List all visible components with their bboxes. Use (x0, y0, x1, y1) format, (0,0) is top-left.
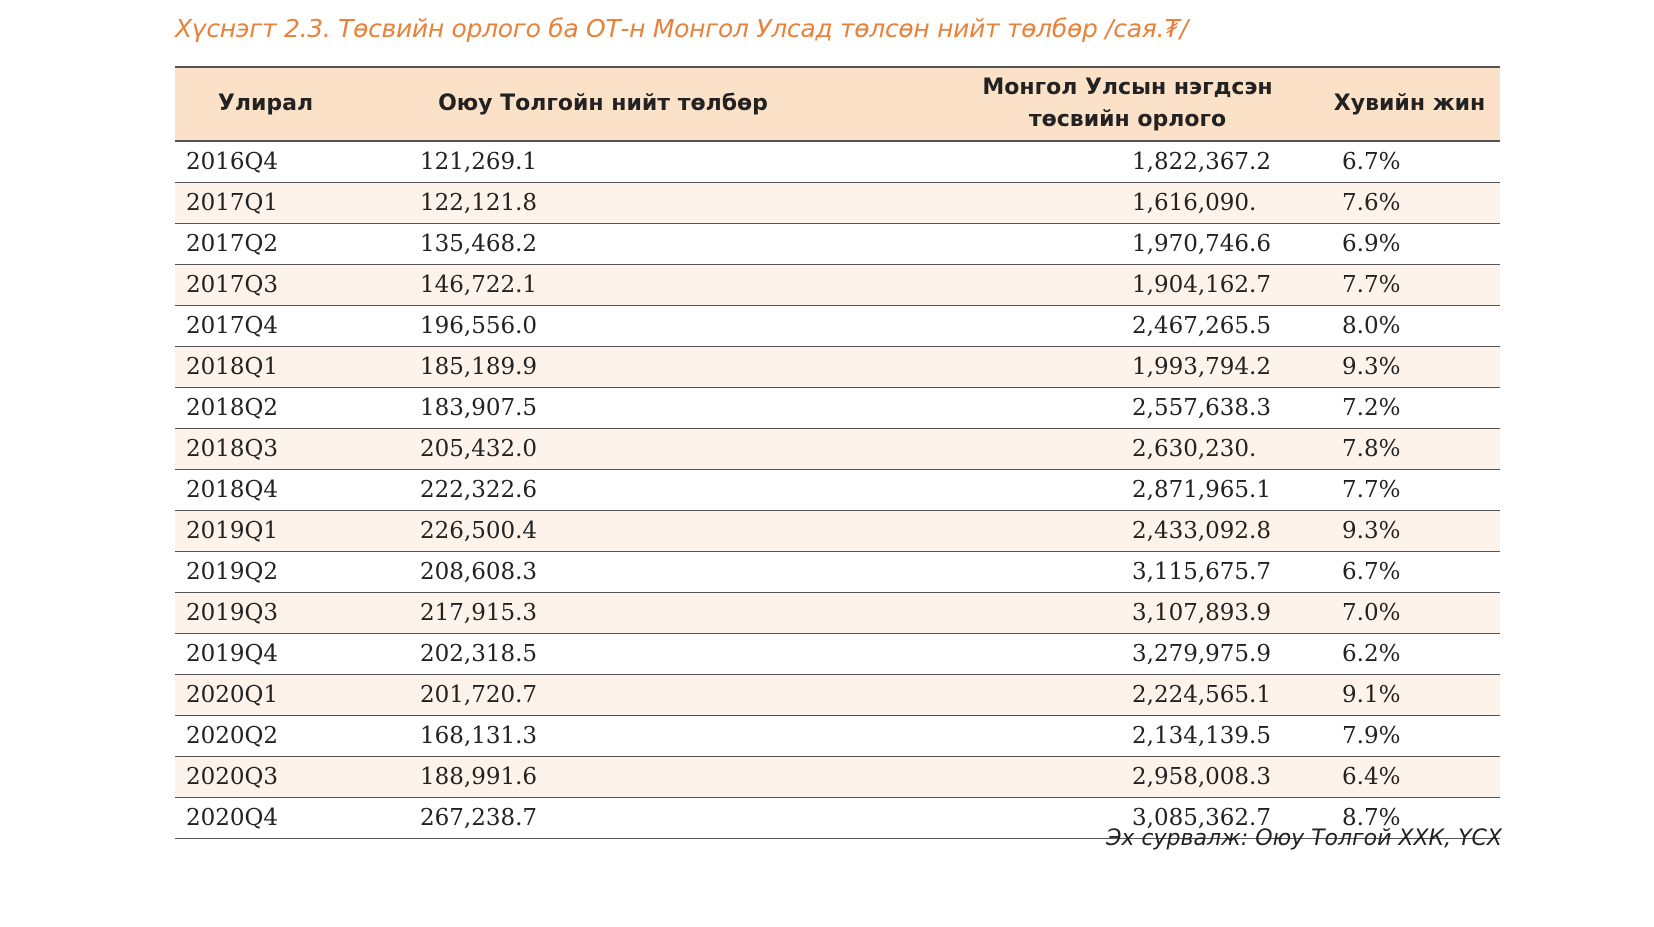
cell-share: 6.2% (1285, 633, 1500, 675)
table-row: 2019Q1 226,500.4 2,433,092.8 9.3% (175, 510, 1500, 552)
table-row: 2016Q4 121,269.1 1,822,367.2 6.7% (175, 141, 1500, 183)
cell-period: 2018Q2 (175, 387, 420, 429)
cell-ot-total: 201,720.7 (420, 674, 900, 716)
cell-budget-revenue: 1,904,162.7 (900, 264, 1285, 306)
cell-budget-revenue: 1,822,367.2 (900, 141, 1285, 183)
cell-share: 9.3% (1285, 346, 1500, 388)
cell-ot-total: 226,500.4 (420, 510, 900, 552)
cell-ot-total: 205,432.0 (420, 428, 900, 470)
cell-ot-total: 208,608.3 (420, 551, 900, 593)
table-row: 2018Q1 185,189.9 1,993,794.2 9.3% (175, 346, 1500, 388)
table-row: 2020Q2 168,131.3 2,134,139.5 7.9% (175, 715, 1500, 757)
cell-budget-revenue: 3,107,893.9 (900, 592, 1285, 634)
table-row: 2018Q2 183,907.5 2,557,638.3 7.2% (175, 387, 1500, 429)
cell-share: 7.8% (1285, 428, 1500, 470)
payments-table: Улирал Оюу Толгойн нийт төлбөр Монгол Ул… (175, 66, 1500, 839)
cell-share: 9.3% (1285, 510, 1500, 552)
table-row: 2020Q4 267,238.7 3,085,362.7 8.7% (175, 797, 1500, 839)
cell-ot-total: 183,907.5 (420, 387, 900, 429)
cell-budget-revenue: 3,085,362.7 (900, 797, 1285, 839)
table-row: 2017Q3 146,722.1 1,904,162.7 7.7% (175, 264, 1500, 306)
cell-ot-total: 188,991.6 (420, 756, 900, 798)
cell-ot-total: 185,189.9 (420, 346, 900, 388)
cell-budget-revenue: 1,970,746.6 (900, 223, 1285, 265)
header-ot-total: Оюу Толгойн нийт төлбөр (420, 66, 900, 142)
cell-ot-total: 202,318.5 (420, 633, 900, 675)
cell-budget-revenue: 2,871,965.1 (900, 469, 1285, 511)
header-budget-revenue: Монгол Улсын нэгдсэн төсвийн орлого (900, 66, 1285, 142)
table-row: 2020Q1 201,720.7 2,224,565.1 9.1% (175, 674, 1500, 716)
cell-share: 8.0% (1285, 305, 1500, 347)
table-row: 2018Q4 222,322.6 2,871,965.1 7.7% (175, 469, 1500, 511)
header-share: Хувийн жин (1285, 66, 1500, 142)
cell-period: 2020Q4 (175, 797, 420, 839)
cell-ot-total: 267,238.7 (420, 797, 900, 839)
cell-share: 9.1% (1285, 674, 1500, 716)
cell-budget-revenue: 2,557,638.3 (900, 387, 1285, 429)
cell-share: 8.7% (1285, 797, 1500, 839)
table-row: 2018Q3 205,432.0 2,630,230. 7.8% (175, 428, 1500, 470)
header-period: Улирал (175, 66, 420, 142)
cell-budget-revenue: 3,279,975.9 (900, 633, 1285, 675)
cell-ot-total: 217,915.3 (420, 592, 900, 634)
source-note: Эх сурвалж: Оюу Толгой ХХК, ҮСХ (1106, 826, 1502, 851)
cell-ot-total: 135,468.2 (420, 223, 900, 265)
cell-period: 2019Q4 (175, 633, 420, 675)
cell-share: 7.2% (1285, 387, 1500, 429)
cell-share: 7.9% (1285, 715, 1500, 757)
table-row: 2020Q3 188,991.6 2,958,008.3 6.4% (175, 756, 1500, 798)
cell-budget-revenue: 2,467,265.5 (900, 305, 1285, 347)
cell-period: 2018Q4 (175, 469, 420, 511)
cell-period: 2016Q4 (175, 141, 420, 183)
cell-budget-revenue: 2,433,092.8 (900, 510, 1285, 552)
cell-ot-total: 121,269.1 (420, 141, 900, 183)
table-body: 2016Q4 121,269.1 1,822,367.2 6.7% 2017Q1 122,… (175, 141, 1500, 839)
cell-period: 2020Q1 (175, 674, 420, 716)
cell-budget-revenue: 1,616,090. (900, 182, 1285, 224)
cell-share: 6.4% (1285, 756, 1500, 798)
cell-period: 2018Q1 (175, 346, 420, 388)
cell-ot-total: 146,722.1 (420, 264, 900, 306)
cell-period: 2018Q3 (175, 428, 420, 470)
cell-budget-revenue: 3,115,675.7 (900, 551, 1285, 593)
header-row: Улирал Оюу Толгойн нийт төлбөр Монгол Ул… (175, 66, 1500, 142)
cell-share: 7.6% (1285, 182, 1500, 224)
cell-period: 2017Q3 (175, 264, 420, 306)
cell-period: 2020Q3 (175, 756, 420, 798)
cell-share: 6.7% (1285, 551, 1500, 593)
table-row: 2019Q3 217,915.3 3,107,893.9 7.0% (175, 592, 1500, 634)
table-row: 2017Q1 122,121.8 1,616,090. 7.6% (175, 182, 1500, 224)
cell-period: 2019Q3 (175, 592, 420, 634)
table-caption: Хүснэгт 2.3. Төсвийн орлого ба ОТ-н Монг… (175, 14, 1188, 43)
cell-budget-revenue: 1,993,794.2 (900, 346, 1285, 388)
cell-ot-total: 222,322.6 (420, 469, 900, 511)
cell-ot-total: 196,556.0 (420, 305, 900, 347)
table-row: 2017Q4 196,556.0 2,467,265.5 8.0% (175, 305, 1500, 347)
cell-period: 2017Q1 (175, 182, 420, 224)
cell-share: 7.7% (1285, 264, 1500, 306)
cell-share: 7.7% (1285, 469, 1500, 511)
table-row: 2019Q2 208,608.3 3,115,675.7 6.7% (175, 551, 1500, 593)
table-row: 2017Q2 135,468.2 1,970,746.6 6.9% (175, 223, 1500, 265)
cell-budget-revenue: 2,630,230. (900, 428, 1285, 470)
cell-share: 6.9% (1285, 223, 1500, 265)
cell-budget-revenue: 2,958,008.3 (900, 756, 1285, 798)
cell-period: 2017Q2 (175, 223, 420, 265)
cell-share: 7.0% (1285, 592, 1500, 634)
table-header: Улирал Оюу Толгойн нийт төлбөр Монгол Ул… (175, 66, 1500, 142)
cell-ot-total: 122,121.8 (420, 182, 900, 224)
cell-period: 2020Q2 (175, 715, 420, 757)
cell-budget-revenue: 2,134,139.5 (900, 715, 1285, 757)
table-row: 2019Q4 202,318.5 3,279,975.9 6.2% (175, 633, 1500, 675)
cell-budget-revenue: 2,224,565.1 (900, 674, 1285, 716)
cell-share: 6.7% (1285, 141, 1500, 183)
cell-period: 2019Q1 (175, 510, 420, 552)
cell-period: 2017Q4 (175, 305, 420, 347)
cell-period: 2019Q2 (175, 551, 420, 593)
cell-ot-total: 168,131.3 (420, 715, 900, 757)
